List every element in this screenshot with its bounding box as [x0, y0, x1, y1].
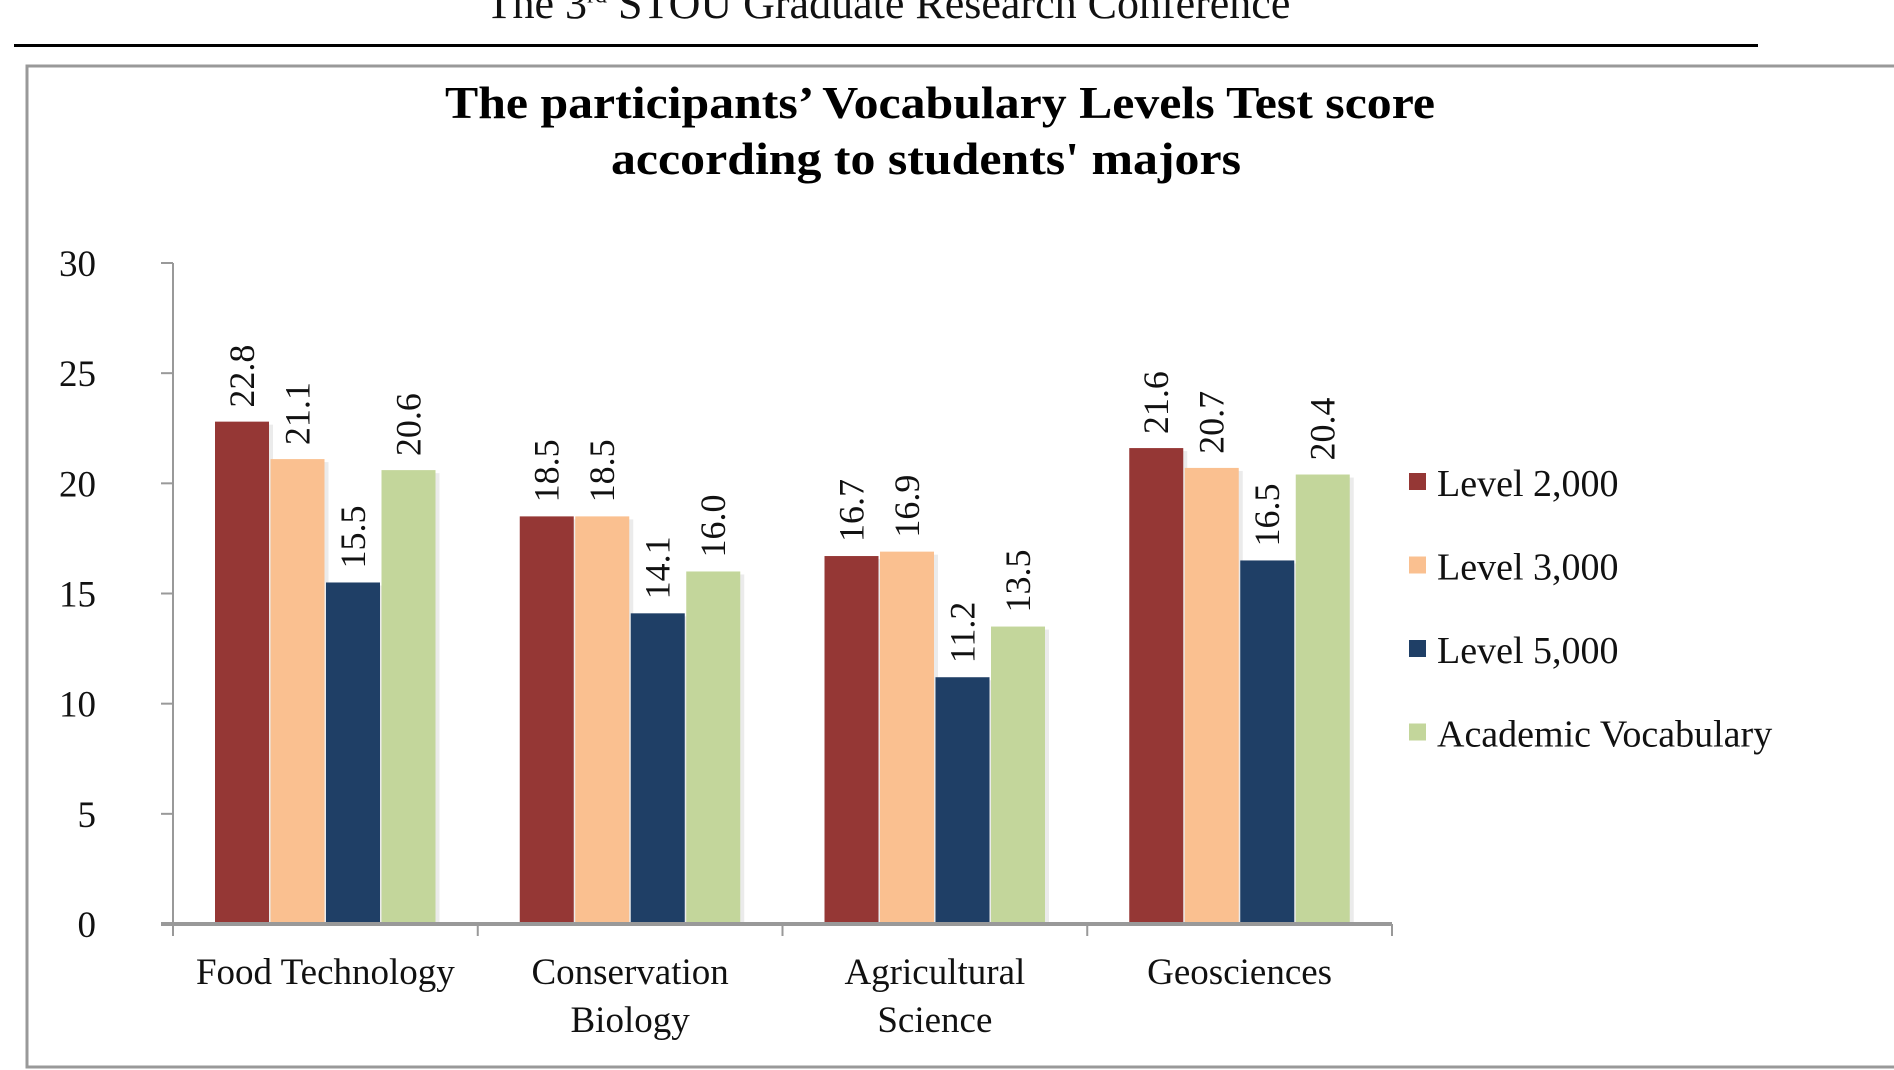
bar — [935, 677, 990, 924]
y-tick-label: 10 — [59, 685, 96, 726]
data-label: 15.5 — [333, 505, 373, 568]
x-tick-label: Agricultural — [844, 952, 1025, 993]
data-label: 13.5 — [998, 550, 1038, 613]
data-label: 18.5 — [527, 439, 567, 502]
bar — [1295, 474, 1350, 924]
bar — [1240, 560, 1295, 924]
bar — [270, 459, 325, 924]
x-tick-label: Biology — [571, 1000, 691, 1041]
data-label: 11.2 — [943, 602, 983, 664]
data-label: 20.7 — [1192, 391, 1232, 454]
data-label: 20.4 — [1303, 398, 1343, 461]
data-label: 14.1 — [638, 536, 678, 599]
legend-swatch — [1409, 723, 1426, 741]
header-rule — [14, 44, 1758, 47]
page-header: The 3rd STOU Graduate Research Conferenc… — [0, 0, 1776, 29]
legend-label: Academic Vocabulary — [1437, 714, 1772, 756]
bar — [1129, 448, 1184, 924]
legend-swatch — [1409, 640, 1426, 657]
data-label: 16.0 — [693, 494, 733, 557]
bar — [381, 470, 436, 924]
data-label: 21.6 — [1136, 371, 1176, 434]
header-text-rest: STOU Graduate Research Conference — [607, 0, 1291, 28]
bar — [215, 421, 269, 924]
data-label: 16.7 — [832, 479, 872, 542]
data-label: 18.5 — [582, 439, 622, 502]
bar — [630, 613, 685, 924]
legend-label: Level 5,000 — [1437, 630, 1619, 672]
y-tick-label: 5 — [78, 795, 97, 836]
y-tick-label: 25 — [59, 354, 96, 395]
data-label: 16.9 — [887, 475, 927, 538]
data-label: 21.1 — [278, 382, 318, 445]
data-label: 16.5 — [1247, 483, 1287, 546]
bar — [991, 626, 1045, 924]
bar — [326, 582, 380, 924]
legend-label: Level 2,000 — [1437, 463, 1619, 505]
y-tick-label: 20 — [59, 464, 96, 505]
legend-label: Level 3,000 — [1437, 547, 1619, 589]
y-tick-label: 30 — [59, 244, 96, 285]
data-label: 20.6 — [389, 393, 429, 456]
bar — [880, 551, 934, 924]
data-label: 22.8 — [222, 345, 262, 408]
chart-title-line-2: according to students' majors — [611, 133, 1241, 184]
bar — [519, 516, 574, 924]
header-text: The 3 — [485, 0, 588, 28]
y-tick-label: 0 — [78, 905, 97, 946]
legend-swatch — [1409, 556, 1426, 574]
bar — [575, 516, 630, 924]
bar — [1184, 467, 1239, 924]
header-superscript: rd — [587, 0, 607, 8]
bar — [686, 571, 741, 924]
x-tick-label: Geosciences — [1147, 952, 1332, 993]
bar — [824, 556, 879, 924]
chart-frame — [25, 64, 1894, 1069]
chart-title-line-1: The participants’ Vocabulary Levels Test… — [445, 77, 1435, 128]
x-tick-label: Food Technology — [196, 952, 455, 993]
x-tick-label: Conservation — [531, 952, 728, 993]
y-tick-label: 15 — [59, 575, 96, 616]
legend-swatch — [1409, 473, 1426, 490]
x-tick-label: Science — [877, 1000, 992, 1041]
